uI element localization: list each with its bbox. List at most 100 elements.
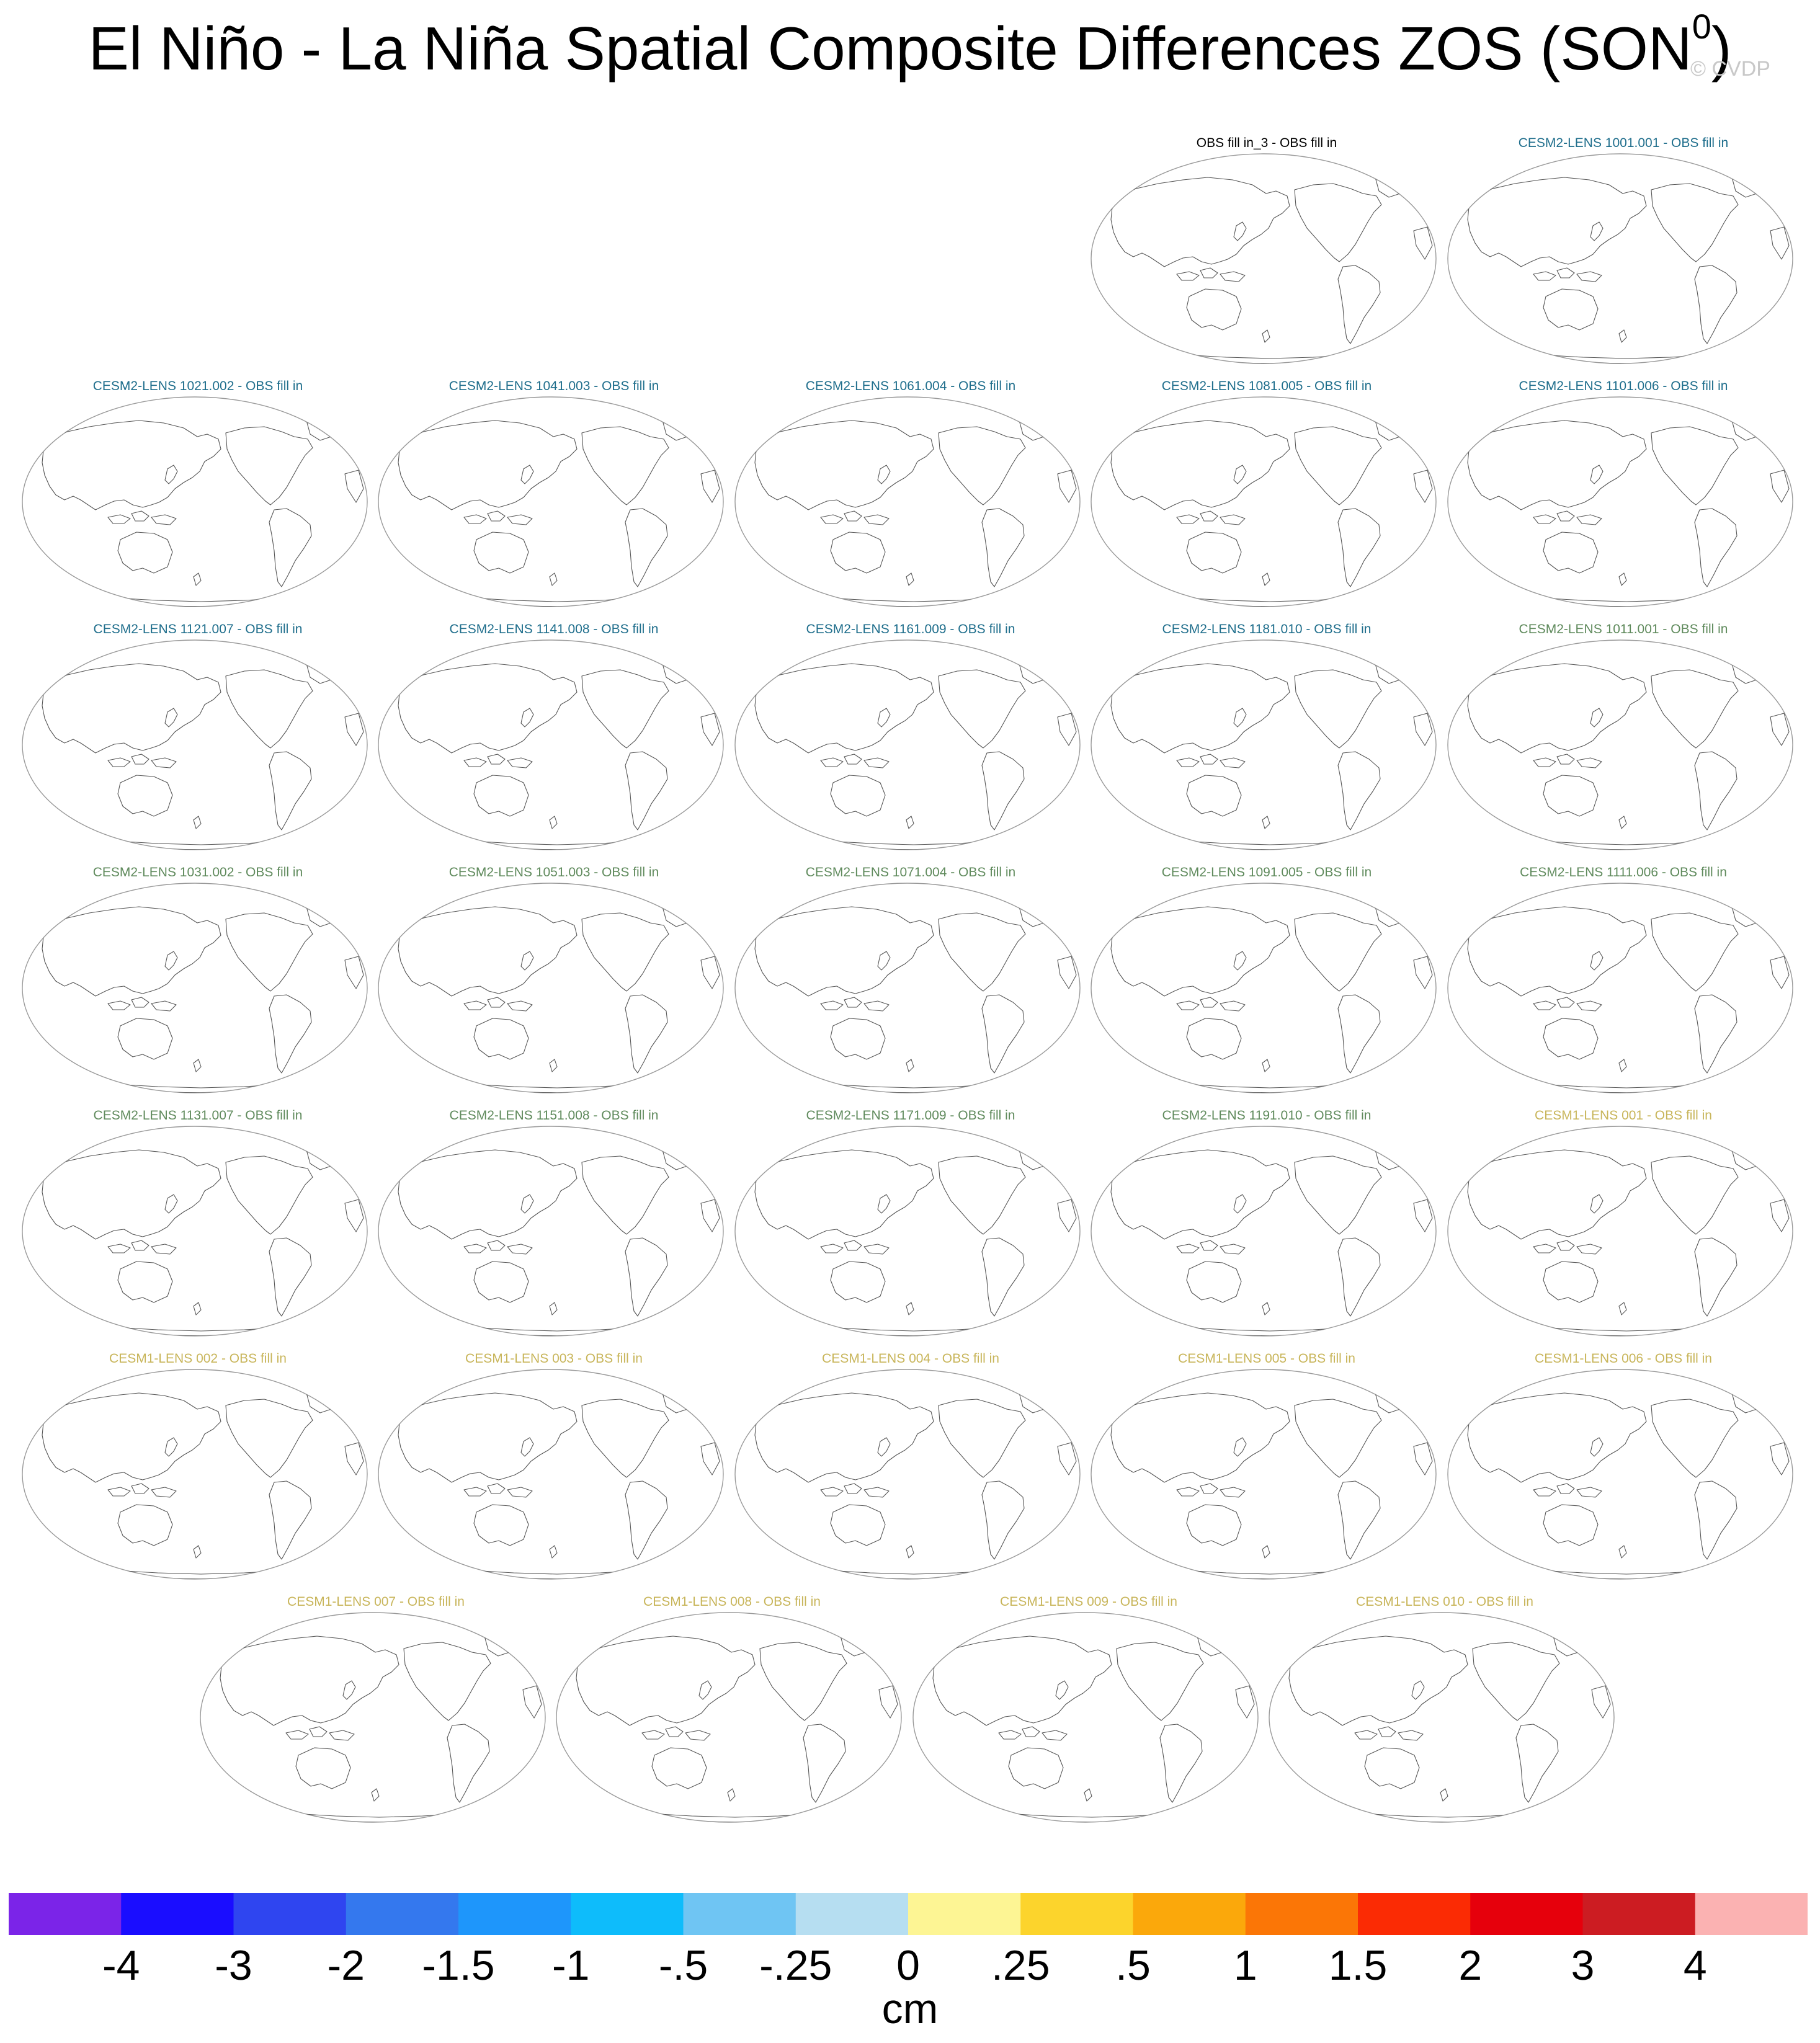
colorbar-swatch (121, 1893, 234, 1935)
coastline-path (1110, 420, 1290, 510)
coastline-path (131, 754, 149, 765)
coastline-path (803, 1724, 846, 1803)
coastline-path (830, 775, 886, 817)
coastline-path (1294, 669, 1382, 749)
coastline-path (473, 775, 529, 817)
coastline-path (1337, 508, 1381, 587)
coastline-path (507, 1000, 533, 1012)
panel-title: CESM2-LENS 1111.006 - OBS fill in (1520, 865, 1727, 879)
coastline-path (1235, 1685, 1255, 1719)
map-panel: CESM1-LENS 003 - OBS fill in (377, 1351, 731, 1580)
coastline-path (269, 508, 312, 587)
map-border (22, 639, 368, 850)
map-border (378, 1126, 724, 1337)
coastline-path (1220, 757, 1246, 768)
coastline-path (107, 1244, 131, 1253)
world-map (1447, 639, 1793, 850)
coastline-path (117, 1504, 173, 1546)
colorbar-tick-label: 1.5 (1328, 1942, 1388, 1989)
map-border (1091, 1126, 1437, 1337)
coastline-path (1413, 956, 1433, 989)
coastline-path (625, 751, 668, 830)
coastline-path (700, 470, 720, 503)
coastline-path (581, 1155, 669, 1235)
coastline-path (164, 1437, 178, 1457)
coastline-path (878, 1685, 898, 1719)
map-panel: CESM2-LENS 1141.008 - OBS fill in (377, 621, 731, 851)
coastline-path (863, 514, 890, 525)
coastline-path (685, 1730, 711, 1741)
coastline-path (863, 757, 890, 768)
coastline-path (117, 1018, 173, 1060)
coastline-path (117, 775, 173, 817)
coastline-path (576, 1636, 756, 1726)
map-border (1269, 1612, 1615, 1823)
coastline-path (1651, 669, 1739, 749)
coastline-path (371, 1788, 380, 1802)
coastline-path (938, 1399, 1026, 1478)
coastline-path (981, 508, 1025, 587)
coastline-path (581, 912, 669, 992)
coastlines (754, 904, 1077, 1093)
panel-title: CESM2-LENS 1131.007 - OBS fill in (93, 1108, 303, 1123)
coastline-path (117, 1261, 173, 1303)
coastline-path (1411, 1680, 1425, 1700)
panel-title: CESM1-LENS 009 - OBS fill in (1000, 1595, 1177, 1609)
coastline-path (1651, 1155, 1739, 1235)
coastline-path (549, 1545, 558, 1559)
coastline-path (820, 1244, 844, 1253)
coastline-path (1186, 288, 1242, 331)
colorbar-tick-label: 0 (896, 1942, 920, 1989)
map-border (378, 396, 724, 607)
map-border (1447, 1126, 1793, 1337)
coastline-path (1233, 1437, 1247, 1457)
coastline-path (164, 1194, 178, 1214)
map-panel: CESM1-LENS 009 - OBS fill in (912, 1594, 1265, 1823)
coastline-path (844, 1240, 862, 1251)
colorbar-tick-label: .5 (1115, 1942, 1151, 1989)
coastline-path (42, 663, 221, 754)
map-border (378, 1369, 724, 1580)
world-map (378, 396, 724, 607)
coastline-path (754, 663, 934, 754)
coastline-path (1590, 1437, 1604, 1457)
coastline-path (398, 1149, 578, 1240)
world-map (1091, 153, 1437, 364)
coastline-path (938, 669, 1026, 749)
coastline-path (463, 1487, 487, 1497)
coastline-path (507, 514, 533, 525)
coastline-path (1057, 1442, 1077, 1476)
world-map (734, 639, 1081, 850)
coastline-path (1556, 510, 1575, 522)
coastline-path (295, 1747, 351, 1789)
coastline-path (107, 757, 131, 767)
coastline-path (549, 1059, 558, 1072)
coastline-path (1378, 1726, 1396, 1737)
world-map (734, 396, 1081, 607)
map-panel: CESM2-LENS 1031.002 - OBS fill in (21, 865, 375, 1094)
world-map (1091, 1126, 1437, 1337)
coastline-path (1467, 1149, 1647, 1240)
coastline-path (131, 1483, 149, 1494)
panel-title: CESM1-LENS 007 - OBS fill in (287, 1595, 465, 1609)
coastline-path (700, 713, 720, 746)
panel-title: CESM2-LENS 1181.010 - OBS fill in (1162, 622, 1372, 636)
world-map (1091, 1369, 1437, 1580)
coastline-path (549, 572, 558, 586)
coastline-path (625, 1237, 668, 1317)
coastline-path (151, 1244, 177, 1255)
coastline-path (1618, 1059, 1627, 1072)
coastline-path (1110, 177, 1290, 267)
map-panel: CESM1-LENS 010 - OBS fill in (1268, 1594, 1621, 1823)
coastline-path (1590, 221, 1604, 241)
coastline-path (344, 1442, 364, 1476)
coastline-path (1533, 271, 1556, 281)
coastline-path (863, 1000, 890, 1012)
coastline-path (1233, 465, 1247, 484)
coastline-path (520, 1194, 534, 1214)
coastline-path (1770, 956, 1790, 989)
coastline-path (1294, 912, 1382, 992)
map-border (556, 1612, 902, 1823)
map-border (1447, 883, 1793, 1093)
colorbar-swatch (9, 1893, 122, 1935)
